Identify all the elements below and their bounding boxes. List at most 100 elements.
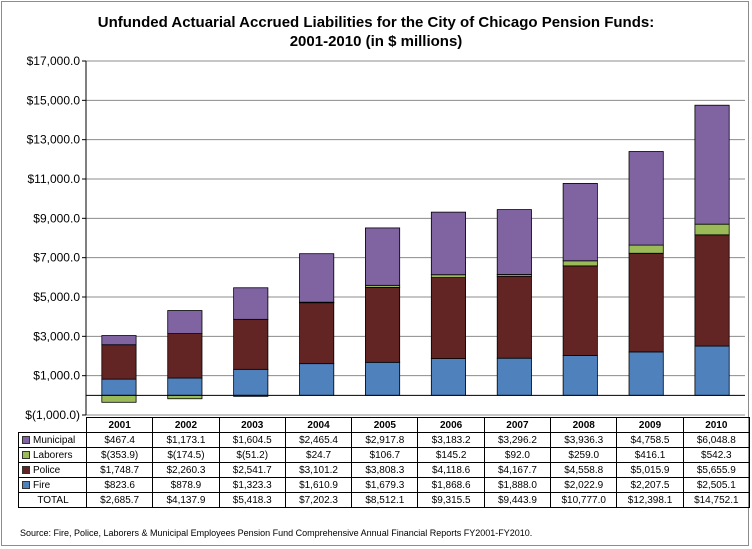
bar-fire-2008 [562,355,598,396]
bar-fire-2005 [365,361,401,396]
bar-laborers-2008 [562,260,598,267]
bar-laborers-2002 [167,394,203,400]
y-tick-label: $9,000.0 [33,211,80,225]
bar-police-2002 [167,333,203,379]
bar-municipal-2009 [628,151,664,246]
bar-fire-2003 [233,368,269,396]
bar-police-2006 [430,277,466,359]
legend-label: Municipal [33,434,76,446]
bar-municipal-2007 [496,209,532,275]
bar-police-2003 [233,318,269,370]
legend-swatch-police [22,465,30,474]
y-tick-label: $17,000.0 [27,54,81,68]
bar-fire-2009 [628,351,664,396]
chart-title: Unfunded Actuarial Accrued Liabilities f… [0,13,752,51]
table-row-header: Laborers [18,447,87,463]
bar-fire-2001 [101,378,137,396]
y-axis-ticks: $(1,000.0)$1,000.0$3,000.0$5,000.0$7,000… [25,54,86,422]
table-cell: $106.7 [351,447,419,463]
legend-label: Police [33,464,61,476]
bar-municipal-2002 [167,310,203,334]
table-year-header: 2008 [550,417,618,433]
table-cell: $5,655.9 [682,462,750,478]
table-cell: $878.9 [152,477,220,493]
table-cell: $12,398.1 [616,492,684,508]
table-cell: $9,315.5 [417,492,485,508]
chart-title-line2: 2001-2010 (in $ millions) [289,33,463,50]
y-tick-label: $3,000.0 [33,329,80,343]
table-cell: $14,752.1 [682,492,750,508]
bar-fire-2006 [430,358,466,396]
table-cell: $4,137.9 [152,492,220,508]
y-tick-label: $15,000.0 [27,93,81,107]
table-cell: $416.1 [616,447,684,463]
table-cell: $3,296.2 [483,432,552,448]
table-header-row: 2001 2002 2003 2004 2005 2006 2007 2008 2009 2010 [18,417,750,433]
table-cell: $6,048.8 [682,432,750,448]
bar-fire-2007 [496,357,532,396]
table-cell: $4,167.7 [483,462,552,478]
bar-police-2010 [694,234,730,347]
table-cell: $823.6 [85,477,154,493]
table-cell: $1,868.6 [417,477,485,493]
table-year-header: 2006 [417,417,485,433]
bar-police-2007 [496,275,532,359]
table-cell: $1,604.5 [218,432,286,448]
data-table: 2001 2002 2003 2004 2005 2006 2007 2008 2009 2010… [18,417,750,508]
bar-municipal-2006 [430,211,466,276]
table-cell: $(174.5) [152,447,220,463]
bar-police-2008 [562,265,598,356]
table-cell: $542.3 [682,447,750,463]
table-cell: $2,465.4 [284,432,353,448]
table-cell: $5,418.3 [218,492,286,508]
table-cell: $1,679.3 [351,477,419,493]
table-row-header: TOTAL [18,492,87,508]
table-cell: $145.2 [417,447,485,463]
table-row-police: Police $1,748.7 $2,260.3 $2,541.7 $3,101.2 $3… [18,462,750,478]
table-cell: $4,758.5 [616,432,684,448]
bar-laborers-2001 [101,394,137,403]
table-cell: $(51.2) [218,447,286,463]
legend-swatch-fire [22,480,30,489]
table-row-fire: Fire $823.6 $878.9 $1,323.3 $1,610.9 $1,679.3… [18,477,750,493]
table-cell: $3,101.2 [284,462,353,478]
table-cell: $92.0 [483,447,552,463]
table-year-header: 2003 [218,417,286,433]
y-tick-label: $7,000.0 [33,251,80,265]
table-cell: $9,443.9 [483,492,552,508]
table-cell: $2,260.3 [152,462,220,478]
bar-municipal-2005 [365,227,401,286]
table-cell: $467.4 [85,432,154,448]
bar-municipal-2004 [299,253,335,303]
table-row-header: Fire [18,477,87,493]
table-cell: $7,202.3 [284,492,353,508]
table-row-header: Municipal [18,432,87,448]
table-cell: $24.7 [284,447,353,463]
table-cell: $2,685.7 [85,492,154,508]
legend-swatch-municipal [22,435,30,444]
table-year-header: 2002 [152,417,220,433]
bar-municipal-2001 [101,335,137,346]
chart-title-line1: Unfunded Actuarial Accrued Liabilities f… [97,14,655,31]
table-row-municipal: Municipal $467.4 $1,173.1 $1,604.5 $2,465.4 $… [18,432,750,448]
table-corner [18,417,87,433]
legend-swatch-laborers [22,450,30,459]
bar-municipal-2010 [694,104,730,225]
bars [101,104,730,403]
table-year-header: 2009 [616,417,684,433]
table-cell: $2,022.9 [550,477,618,493]
table-cell: $4,558.8 [550,462,618,478]
table-year-header: 2004 [284,417,353,433]
bar-fire-2004 [299,363,335,396]
table-cell: $(353.9) [85,447,154,463]
legend-label: Laborers [33,449,73,461]
table-cell: $1,173.1 [152,432,220,448]
table-cell: $3,936.3 [550,432,618,448]
legend-label: Fire [33,479,51,491]
axes [85,61,745,415]
table-cell: $5,015.9 [616,462,684,478]
source-note: Source: Fire, Police, Laborers & Municip… [20,528,533,538]
bar-police-2005 [365,287,401,363]
y-tick-label: $1,000.0 [33,369,80,383]
